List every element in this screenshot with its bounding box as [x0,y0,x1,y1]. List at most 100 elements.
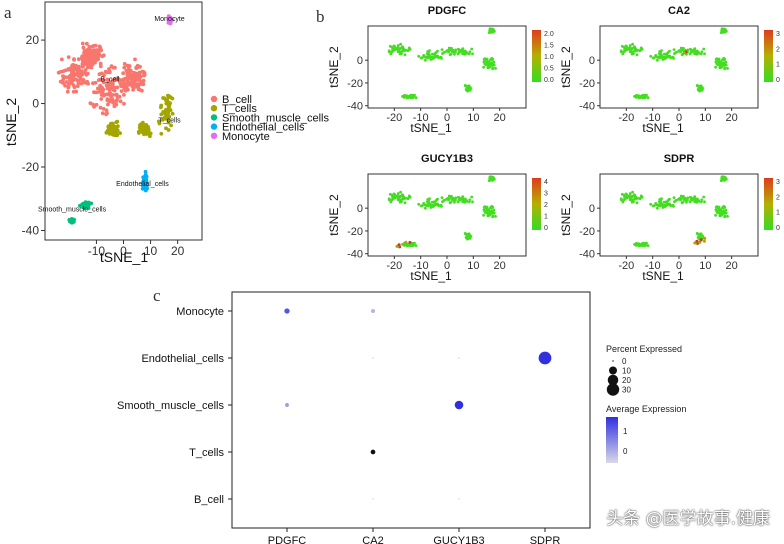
y-tick-label: -40 [347,101,363,113]
feature-point [695,52,699,56]
cell-point [107,82,111,87]
cell-point [90,44,95,49]
cell-point [115,119,120,124]
feature-point [427,201,431,205]
cell-point [97,44,102,49]
feature-point [625,193,628,196]
x-tick-label: 0 [676,260,682,272]
cell-point [104,108,109,113]
cell-point [98,64,103,69]
feature-point [668,202,672,206]
feature-point [468,50,472,54]
feature-point [387,197,391,201]
feature-scale-label: 2 [544,202,548,209]
feature-point-high [682,51,686,55]
cell-point [96,78,101,82]
cell-point [132,77,137,82]
cell-point [122,101,126,106]
cell-point [103,69,108,74]
feature-point [625,45,628,48]
feature-point [491,57,495,61]
feature-scale-bar [764,30,773,82]
feature-point [651,56,655,60]
feature-point [465,236,469,240]
feature-point [692,196,696,200]
cell-point [80,41,85,46]
feature-point [721,206,724,210]
cell-point [170,111,175,116]
cell-point [143,172,148,177]
cell-point [112,104,117,109]
feature-point [486,211,490,215]
cell-point [167,94,171,99]
feature-point [485,58,489,61]
feature-point [460,48,464,52]
feature-point [453,52,456,56]
feature-title: CA2 [668,5,690,17]
feature-point [697,88,701,92]
feature-point [453,200,456,204]
feature-point [702,47,706,51]
feature-point [440,48,444,51]
cell-point [110,93,115,97]
cell-point [100,111,105,116]
feature-point [649,54,653,58]
feature-point [402,244,406,247]
feature-point [436,54,440,58]
dot-ca2-b_cell [372,498,374,500]
x-tick-label: -10 [88,244,106,258]
cell-point [167,21,172,25]
x-tick-label: -20 [386,112,402,124]
feature-point [402,96,406,99]
cell-point [99,97,104,101]
cell-point [56,70,61,75]
feature-point [471,52,474,56]
feature-plot-gucy1b3: GUCY1B3-20 -10 0 10 200-20-40tSNE_1tSNE_2432… [327,153,548,283]
feature-point [641,243,644,247]
cell-type-label: T_cells [189,447,224,459]
feature-point [426,56,430,60]
feature-point [449,52,453,56]
feature-point [454,196,458,200]
feature-scale-label: 2.0 [544,31,554,38]
cell-point [92,59,96,63]
feature-point [454,198,457,202]
feature-point [668,54,672,58]
feature-point [465,51,468,54]
panel-b-letter: b [316,7,325,26]
feature-point [697,199,700,202]
feature-point [703,200,706,204]
feature-point [482,208,486,212]
feature-point [463,52,467,56]
x-tick-label: 0 [676,112,682,124]
feature-point [450,49,454,53]
cell-point [71,69,76,74]
feature-point [422,202,426,205]
cell-point [164,110,168,115]
cell-point [84,51,89,56]
feature-point [491,205,495,209]
cell-point [128,68,133,73]
feature-point [716,211,719,215]
cell-point [100,85,104,90]
feature-point [424,58,427,62]
feature-point [389,200,393,204]
cluster-label: Endothelial_cells [116,181,169,188]
cell-point [131,87,136,92]
feature-point [641,95,644,99]
feature-point [396,194,400,198]
x-tick-label: 20 [726,112,738,124]
feature-point [634,96,638,99]
feature-scale-label: 2 [776,46,780,53]
gene-label: CA2 [362,535,383,544]
size-legend-dot [609,366,617,375]
feature-scale-bar [532,30,541,82]
cell-point [136,77,141,82]
feature-point-high [702,239,706,243]
feature-point [396,198,400,202]
feature-point [658,56,662,60]
feature-point [703,52,706,56]
gene-label: SDPR [530,535,561,544]
cell-type-label: Smooth_muscle_cells [117,400,224,412]
